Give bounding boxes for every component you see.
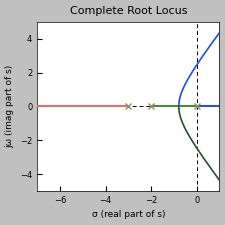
Y-axis label: jω (imag part of s): jω (imag part of s): [6, 65, 15, 148]
Title: Complete Root Locus: Complete Root Locus: [70, 6, 187, 16]
X-axis label: σ (real part of s): σ (real part of s): [92, 210, 165, 219]
